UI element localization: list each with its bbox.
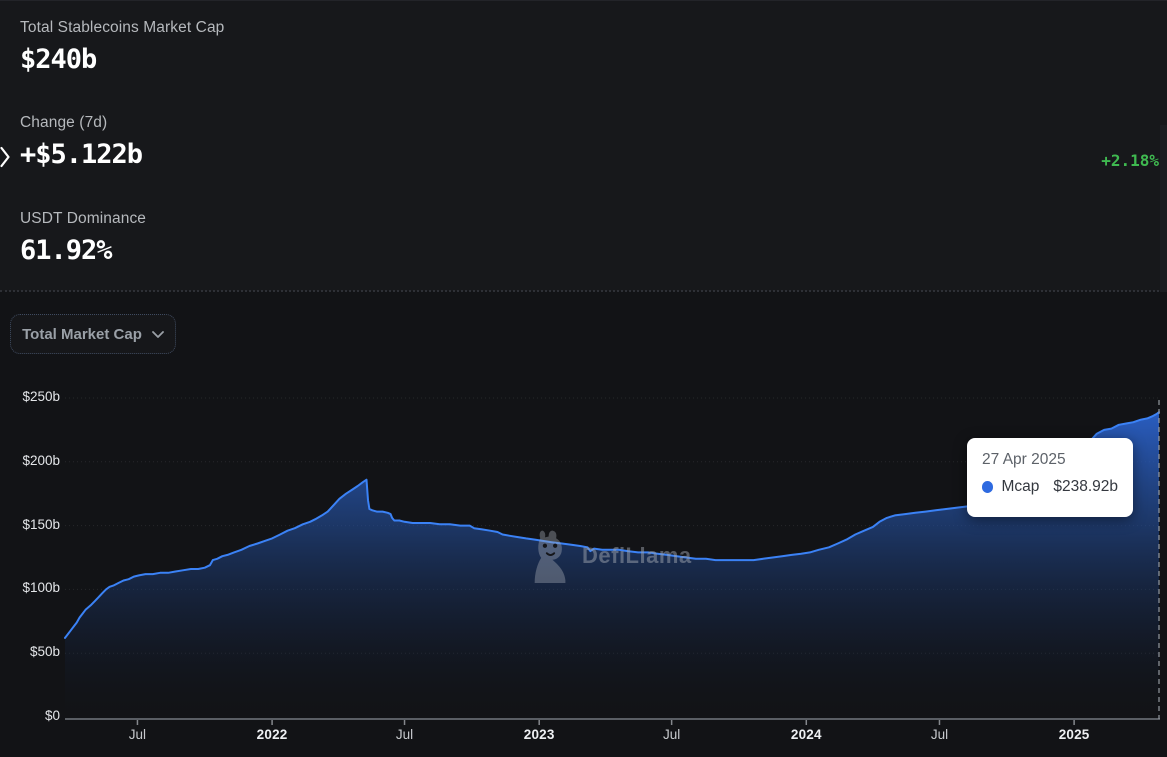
change-7d-percent: +2.18% [1101, 151, 1159, 170]
tooltip-series-row: Mcap $238.92b [982, 478, 1118, 496]
tooltip-date: 27 Apr 2025 [982, 451, 1066, 468]
x-axis-label: 2023 [523, 727, 555, 742]
stat-usdt-dominance-value: 61.92% [20, 235, 113, 266]
x-axis-label: 2022 [256, 727, 288, 742]
stats-panel: Total Stablecoins Market Cap $240b Chang… [0, 0, 1167, 291]
y-axis-label: $0 [44, 708, 60, 723]
y-axis-label: $150b [22, 516, 60, 532]
stat-change-7d-value: +$5.122b [20, 139, 143, 170]
y-axis-label: $250b [22, 389, 60, 404]
metric-dropdown-label: Total Market Cap [22, 325, 142, 343]
x-axis-label: Jul [395, 727, 414, 742]
stat-total-mcap-label: Total Stablecoins Market Cap [20, 19, 225, 36]
y-axis-label: $200b [22, 452, 60, 468]
x-axis-label: Jul [128, 727, 147, 742]
section-divider [0, 290, 1167, 292]
x-axis-label: 2024 [790, 727, 822, 742]
stat-change-7d-label: Change (7d) [20, 114, 108, 131]
x-axis-label: Jul [662, 727, 681, 742]
chevron-right-icon[interactable] [0, 146, 10, 168]
stat-usdt-dominance-label: USDT Dominance [20, 210, 147, 227]
y-axis-label: $100b [22, 580, 60, 596]
defillama-watermark: DefiLlama [527, 529, 692, 583]
stat-total-mcap-value: $240b [20, 44, 97, 75]
y-axis-label: $50b [29, 644, 60, 660]
defillama-llama-icon [534, 530, 566, 583]
stat-usdt-dominance: USDT Dominance 61.92% [20, 210, 146, 266]
chevron-down-icon [151, 330, 164, 338]
x-axis-label: 2025 [1058, 727, 1090, 742]
tooltip-series-label: Mcap [1001, 478, 1040, 495]
x-axis-label: Jul [930, 727, 949, 742]
stat-total-mcap: Total Stablecoins Market Cap $240b [20, 19, 224, 75]
mcap-line [64, 411, 1160, 639]
metric-dropdown[interactable]: Total Market Cap [10, 314, 176, 354]
chart-tooltip: 27 Apr 2025 Mcap $238.92b [967, 438, 1133, 517]
defillama-watermark-text: DefiLlama [582, 543, 692, 568]
tooltip-series-value: $238.92b [1053, 478, 1118, 495]
stat-change-7d: Change (7d) +$5.122b [20, 114, 143, 170]
mcap-area [65, 412, 1159, 719]
series-dot-icon [982, 481, 994, 493]
